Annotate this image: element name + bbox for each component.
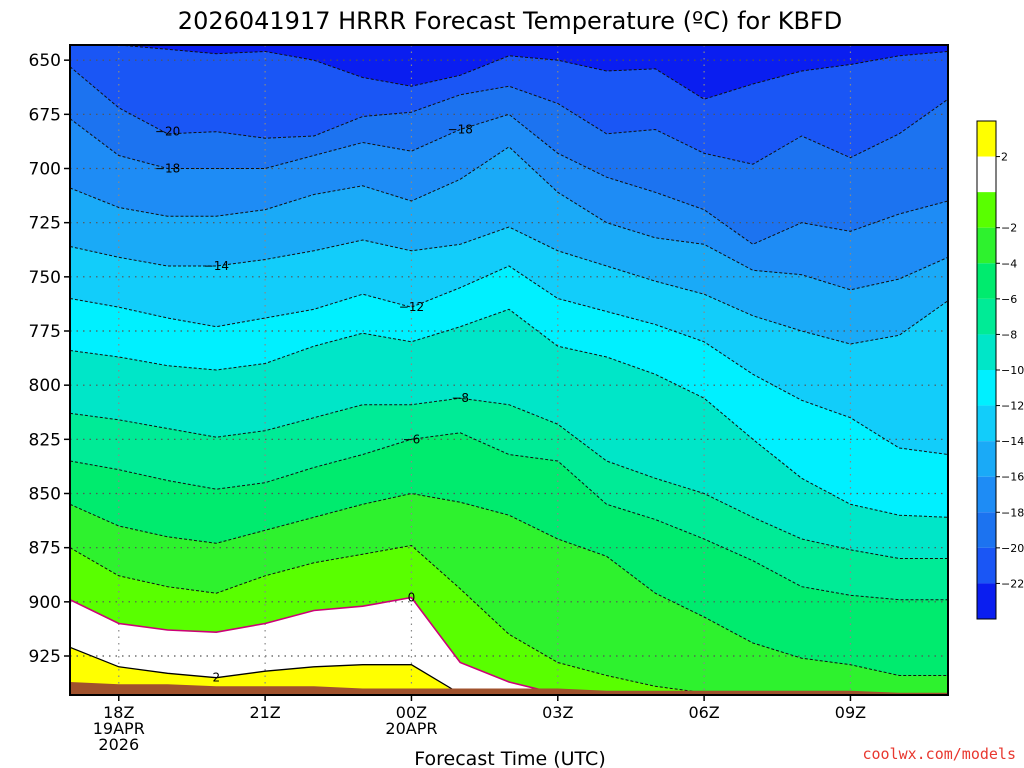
isotherm-line-m4	[70, 492, 948, 676]
colorbar-label: −18	[1001, 506, 1024, 519]
x-axis-label: Forecast Time (UTC)	[414, 748, 605, 768]
y-tick-label: 850	[29, 485, 61, 505]
y-tick-label: 875	[29, 539, 61, 559]
x-tick-label: 21Z	[249, 703, 280, 722]
colorbar-label: −2	[1001, 222, 1017, 235]
y-tick-label: 650	[29, 51, 61, 71]
colorbar-box	[977, 156, 996, 193]
contour-label: 2	[213, 671, 221, 685]
plot-frame	[69, 44, 949, 696]
colorbar-box	[977, 512, 996, 548]
colorbar-box	[977, 263, 996, 299]
colorbar-label: −6	[1001, 293, 1017, 306]
isotherm-line-m20	[70, 66, 948, 165]
contour-label: −20	[155, 125, 180, 139]
y-tick-label: 725	[29, 214, 61, 234]
colorbar-label: −12	[1001, 400, 1024, 413]
colorbar-box	[977, 192, 996, 228]
x-tick-label: 09Z	[835, 703, 866, 722]
contour-label: −14	[204, 259, 229, 273]
site-credit: coolwx.com/models	[862, 745, 1016, 763]
y-tick-label: 675	[29, 105, 61, 125]
colorbar-label: 2	[1001, 151, 1008, 164]
isotherm-line-m14	[70, 226, 948, 345]
colorbar-box	[977, 227, 996, 264]
axes: 650 675 700 725 750 775 800 825 850 875 900 925 18Z1…	[29, 44, 949, 754]
band-above-2	[70, 647, 948, 695]
colorbar-box	[977, 298, 996, 335]
x-tick-label: 19APR	[93, 719, 145, 738]
y-tick-label: 775	[29, 322, 61, 342]
colorbar-label: −4	[1001, 257, 1017, 270]
x-tick-label: 18Z	[103, 703, 134, 722]
y-tick-label: 925	[29, 647, 61, 667]
colorbar: −22−20−18−16−14−12−10−8−6−4−22	[976, 120, 1024, 620]
colorbar-box	[977, 121, 996, 157]
colorbar-label: −8	[1001, 328, 1017, 341]
contour-label: −12	[399, 300, 424, 314]
colorbar-label: −14	[1001, 435, 1024, 448]
y-tick-label: 700	[29, 160, 61, 180]
x-tick-label: 06Z	[688, 703, 719, 722]
colorbar-box	[977, 476, 996, 513]
contour-label: −18	[448, 123, 473, 137]
y-tick-label: 800	[29, 376, 61, 396]
chart-title: 2026041917 HRRR Forecast Temperature (ºC…	[178, 7, 842, 35]
contour-label: −6	[403, 432, 421, 446]
isotherm-line-m22	[70, 45, 948, 100]
contour-label: 0	[408, 591, 416, 605]
surface-terrain	[70, 682, 948, 695]
contour-label: −18	[155, 162, 180, 176]
contour-label: −8	[451, 391, 469, 405]
colorbar-box	[977, 547, 996, 584]
colorbar-box	[977, 405, 996, 442]
plot-area: −20 −18 −18 −14 −12 −8 −6 0 2	[70, 45, 948, 695]
y-tick-label: 750	[29, 268, 61, 288]
colorbar-label: −22	[1001, 577, 1024, 590]
colorbar-label: −10	[1001, 364, 1024, 377]
colorbar-label: −20	[1001, 542, 1024, 555]
colorbar-box	[977, 370, 996, 406]
y-tick-label: 900	[29, 593, 61, 613]
colorbar-box	[977, 334, 996, 370]
isotherm-line-m10	[70, 308, 948, 518]
isotherm-line-m12	[70, 265, 948, 455]
y-tick-label: 825	[29, 430, 61, 450]
isotherm-line-m6	[70, 432, 948, 601]
isotherm-line-m8	[70, 397, 948, 559]
x-tick-label: 00Z	[396, 703, 427, 722]
x-tick-label: 2026	[98, 735, 139, 754]
colorbar-label: −16	[1001, 471, 1024, 484]
isotherm-line-m16	[70, 146, 948, 291]
colorbar-box	[977, 441, 996, 477]
x-tick-label: 03Z	[542, 703, 573, 722]
colorbar-box	[977, 583, 996, 619]
x-tick-label: 20APR	[385, 719, 437, 738]
isotherm-line-m18	[70, 113, 948, 245]
